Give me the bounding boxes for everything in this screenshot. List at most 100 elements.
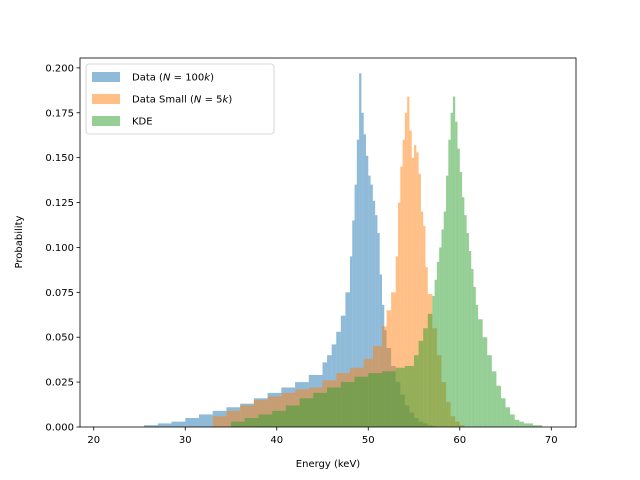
histogram-bar <box>354 184 357 427</box>
histogram-bar <box>327 387 341 427</box>
y-axis-ticks: 0.000 0.025 0.050 0.075 0.100 0.125 0.150 0.175… <box>45 63 80 434</box>
histogram-bar <box>375 215 378 427</box>
histogram-bar <box>434 279 437 427</box>
histogram-bar <box>404 365 415 427</box>
histogram-bar <box>400 166 403 427</box>
x-tick-label: 20 <box>87 435 100 446</box>
x-axis-label: Energy (keV) <box>296 459 361 470</box>
histogram-bar <box>459 172 463 427</box>
histogram-bar <box>372 200 376 427</box>
histogram-bar <box>370 184 373 427</box>
histogram-bar <box>500 398 506 427</box>
histogram-bar <box>462 197 465 427</box>
histogram-bar <box>420 211 424 427</box>
legend-entry-label: Data (N = 100k) <box>132 73 214 84</box>
histogram-bar <box>418 340 424 427</box>
histogram-bar <box>532 425 543 427</box>
histogram-bar <box>368 373 382 427</box>
x-tick-label: 30 <box>179 435 192 446</box>
histogram-bar <box>352 220 355 427</box>
histogram-bar <box>198 414 213 427</box>
histogram-bar <box>455 121 458 428</box>
legend-entry-label: Data Small (N = 5k) <box>132 95 232 106</box>
histogram-bar <box>356 139 360 427</box>
legend-swatch <box>92 72 120 82</box>
histogram-bars <box>144 73 543 428</box>
histogram-bar <box>473 286 476 427</box>
y-tick-label: 0.000 <box>45 423 74 434</box>
histogram-bar <box>231 421 245 427</box>
y-tick-label: 0.150 <box>45 153 74 164</box>
histogram-bar <box>340 382 355 427</box>
axes-frame <box>79 57 577 428</box>
x-tick-label: 50 <box>362 435 375 446</box>
histogram-bar <box>475 304 479 427</box>
y-tick-label: 0.025 <box>45 378 74 389</box>
histogram-bar <box>468 251 472 427</box>
histogram-bar <box>471 268 474 427</box>
legend-swatch <box>92 116 120 126</box>
histogram-bar <box>510 414 515 427</box>
histogram-bar <box>418 173 421 427</box>
histogram-bar <box>466 233 469 427</box>
y-tick-label: 0.050 <box>45 333 74 344</box>
histogram-bar <box>258 414 273 427</box>
histogram-bar <box>407 96 410 428</box>
legend-entry-label: KDE <box>132 117 153 128</box>
x-tick-label: 40 <box>270 435 283 446</box>
histogram-bar <box>299 398 314 427</box>
x-tick-label: 60 <box>453 435 466 446</box>
histogram-bar <box>359 73 362 427</box>
histogram-bar <box>478 319 483 427</box>
histogram-bar <box>212 416 227 427</box>
histogram-bar <box>365 155 369 428</box>
histogram-bar <box>482 337 488 427</box>
histogram-bar <box>487 355 492 427</box>
histogram-bar <box>144 425 158 427</box>
histogram-bar <box>381 371 396 427</box>
histogram-bar <box>402 139 405 427</box>
histogram-bar <box>439 247 442 427</box>
y-axis-label: Probability <box>14 215 25 268</box>
histogram-bar <box>446 175 449 427</box>
histogram-bar <box>464 215 467 427</box>
histogram-bar <box>368 175 371 427</box>
histogram-bar <box>496 385 501 427</box>
histogram-bar <box>377 233 380 427</box>
histogram-bar <box>340 315 346 427</box>
histogram-bar <box>391 292 396 427</box>
y-tick-label: 0.200 <box>45 63 74 74</box>
histogram-bar <box>432 295 435 427</box>
histogram-bar <box>349 256 353 427</box>
histogram-bar <box>423 328 428 427</box>
legend-swatch <box>92 94 120 104</box>
histogram-bar <box>441 229 444 427</box>
histogram-bar <box>519 421 524 427</box>
series-3 <box>231 96 543 428</box>
histogram-bar <box>457 148 460 427</box>
y-tick-label: 0.125 <box>45 198 74 209</box>
histogram-bar <box>395 256 399 427</box>
x-axis-ticks: 20 30 40 50 60 70 <box>87 427 558 446</box>
histogram-bar <box>448 139 451 427</box>
histogram-bar <box>363 134 366 427</box>
histogram-bar <box>409 130 412 427</box>
histogram-bar <box>514 419 520 427</box>
histogram-bar <box>443 211 447 427</box>
histogram-bar <box>452 96 456 428</box>
histogram-bar <box>171 421 186 427</box>
legend-box <box>85 63 275 135</box>
histogram-bar <box>491 371 497 427</box>
y-tick-label: 0.175 <box>45 108 74 119</box>
histogram-bar <box>427 313 433 427</box>
histogram-bar <box>285 405 300 427</box>
histogram-bar <box>395 367 405 427</box>
histogram-bar <box>436 261 440 427</box>
x-tick-label: 70 <box>545 435 558 446</box>
histogram-bar <box>398 202 401 427</box>
histogram-bar <box>523 423 533 427</box>
plot-area: 20 30 40 50 60 70 0.0000.0250.0500.0750.1000.… <box>45 57 577 446</box>
histogram-bar <box>244 418 259 427</box>
histogram-bar <box>414 355 419 427</box>
histogram-bar <box>185 418 199 427</box>
